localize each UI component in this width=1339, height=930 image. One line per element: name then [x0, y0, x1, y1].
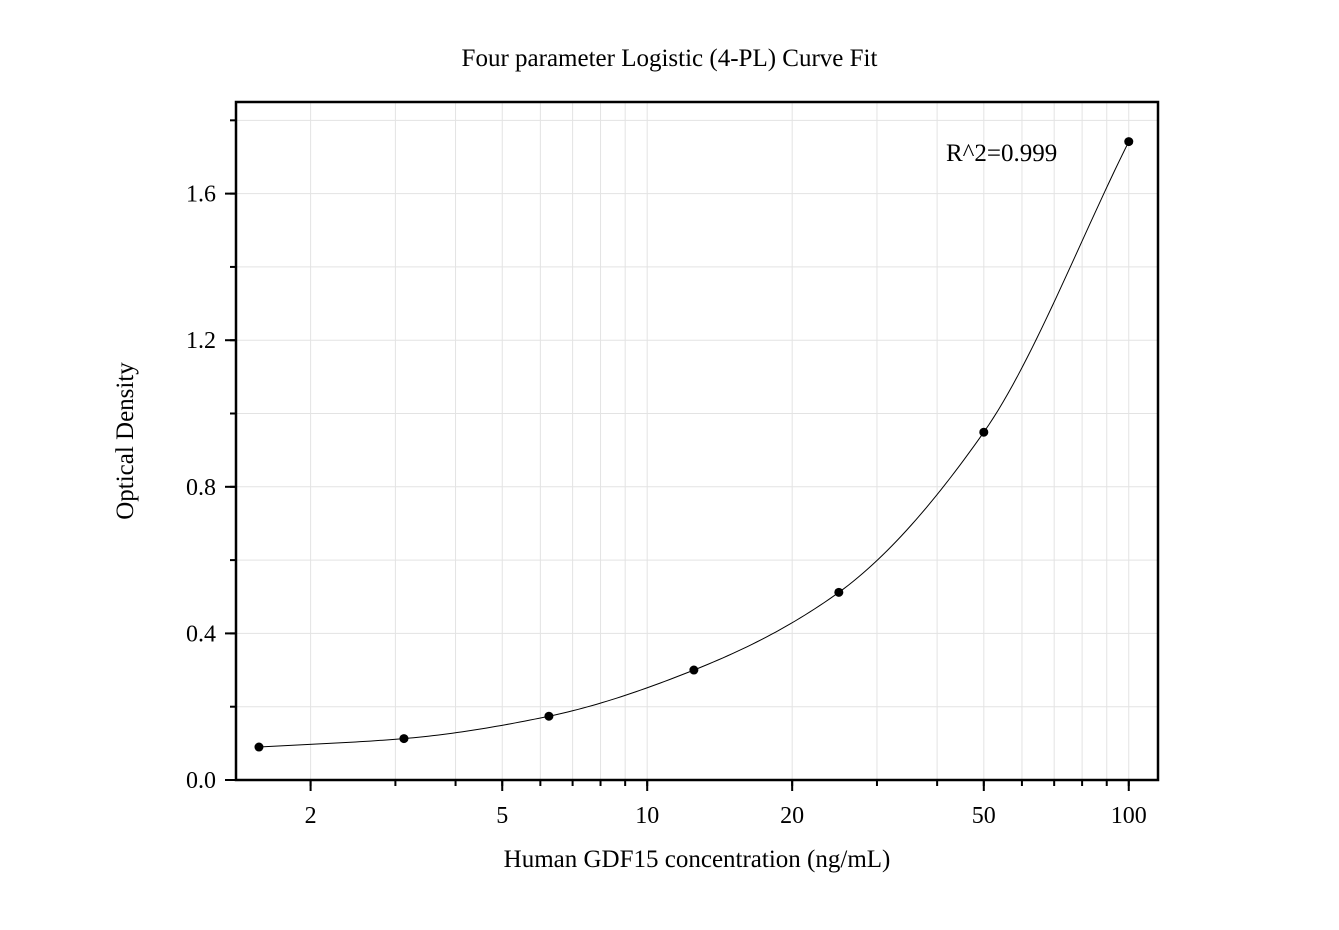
data-points [254, 137, 1134, 752]
data-point [979, 427, 989, 437]
x-tick-label: 5 [496, 803, 508, 829]
fit-curve [258, 141, 1130, 748]
data-point [1124, 137, 1134, 147]
x-axis-label: Human GDF15 concentration (ng/mL) [503, 846, 891, 873]
x-tick-label: 50 [972, 803, 996, 829]
x-tick-label: 20 [780, 803, 804, 829]
y-tick-label: 1.2 [186, 328, 216, 354]
data-point [544, 711, 554, 721]
plot-frame [234, 100, 1160, 782]
x-tick-label: 2 [305, 803, 317, 829]
grid-lines [236, 102, 1158, 780]
y-tick-label: 0.8 [186, 475, 216, 501]
y-tick-label: 0.0 [186, 768, 216, 794]
data-point [254, 742, 264, 752]
y-tick-label: 1.6 [186, 182, 216, 208]
data-point [689, 665, 699, 675]
r-squared-annotation: R^2=0.999 [946, 140, 1058, 167]
y-axis-label: Optical Density [112, 362, 139, 520]
data-point [399, 734, 409, 744]
chart-title: Four parameter Logistic (4-PL) Curve Fit [461, 45, 878, 72]
data-point [834, 587, 844, 597]
x-tick-label: 100 [1111, 803, 1147, 829]
y-tick-label: 0.4 [186, 621, 216, 647]
x-tick-label: 10 [635, 803, 659, 829]
axis-ticks: 2 5 10 20 50 100 0.0 0.4 0.8 1.2 1.6 [186, 119, 1147, 829]
